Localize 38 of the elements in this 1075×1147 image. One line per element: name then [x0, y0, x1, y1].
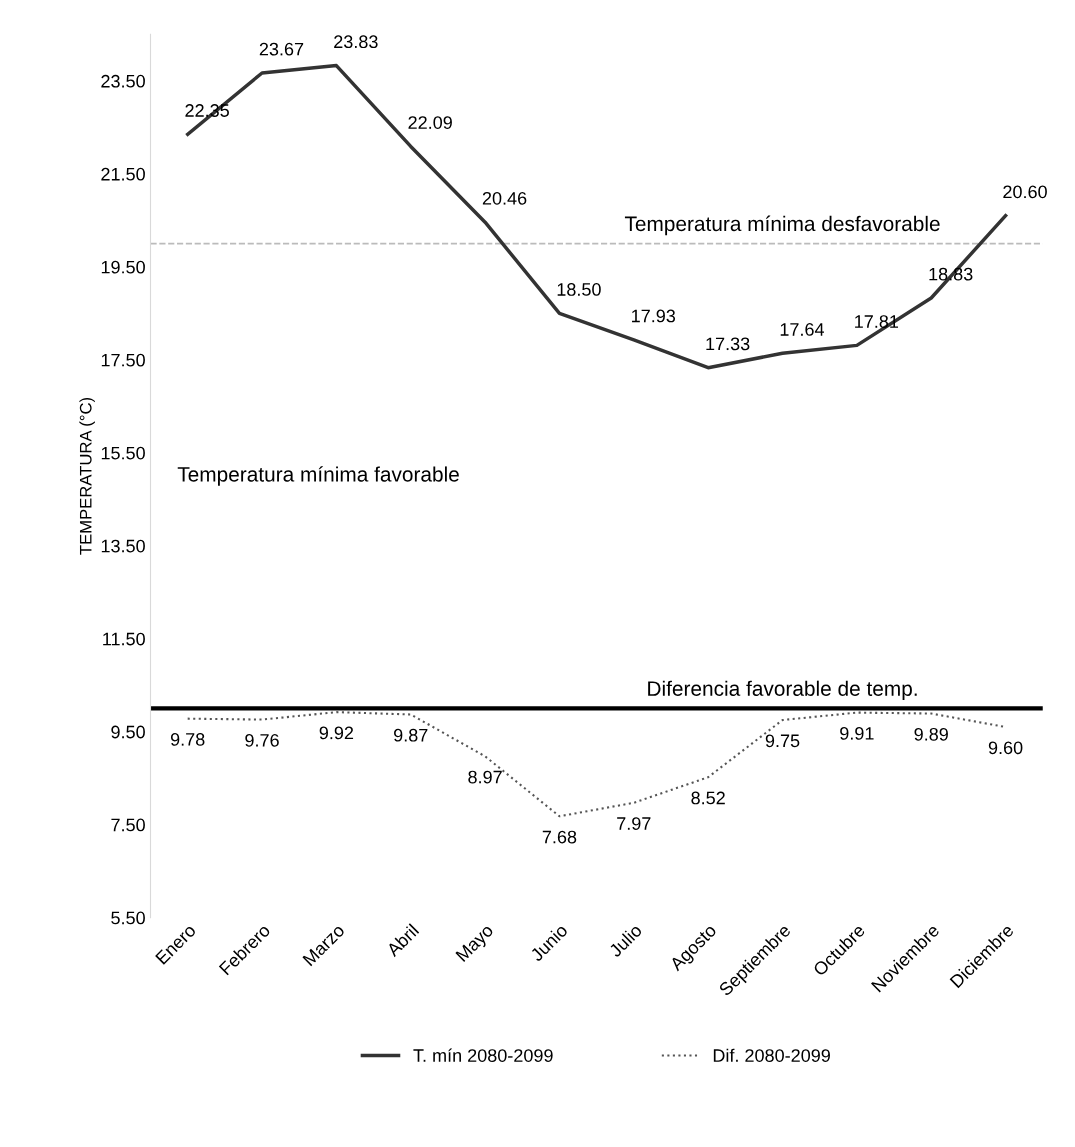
data-label: 8.52 — [691, 791, 725, 805]
data-label: 9.92 — [319, 726, 354, 740]
legend-label: T. mín 2080-2099 — [413, 1048, 553, 1062]
data-label: 9.87 — [394, 728, 428, 742]
data-label: 9.76 — [245, 733, 279, 747]
data-label: 8.97 — [468, 770, 502, 784]
data-label: 7.97 — [617, 817, 651, 830]
data-label: 17.64 — [780, 323, 825, 336]
data-label: 22.09 — [408, 116, 452, 129]
y-tick-label: 15.50 — [101, 446, 145, 460]
y-tick-label: 11.50 — [103, 632, 145, 646]
data-label: 18.50 — [557, 283, 601, 296]
ref-line-label: Diferencia favorable de temp. — [648, 680, 917, 701]
y-tick-label: 17.50 — [101, 353, 145, 367]
y-tick-label: 19.50 — [101, 260, 145, 274]
y-tick-label: 13.50 — [101, 539, 145, 553]
data-label: 23.83 — [334, 35, 378, 49]
ref-line-label: Temperatura mínima desfavorable — [624, 215, 940, 236]
y-tick-label: 7.50 — [111, 818, 145, 832]
annotation: Temperatura mínima favorable — [177, 466, 459, 486]
y-tick-label: 23.50 — [101, 74, 145, 88]
y-tick-label: 5.50 — [111, 911, 145, 925]
y-tick-label: 9.50 — [111, 725, 145, 739]
data-label: 23.67 — [259, 42, 304, 56]
data-label: 7.68 — [542, 830, 577, 844]
data-label: 20.60 — [1003, 185, 1047, 199]
data-label: 9.75 — [765, 734, 800, 748]
y-axis-title: TEMPERATURA (°C) — [79, 397, 95, 555]
x-tick-label: Julio — [607, 923, 643, 958]
y-tick-label: 21.50 — [101, 167, 145, 181]
data-label: 9.89 — [914, 727, 948, 741]
data-label: 20.46 — [482, 191, 527, 205]
data-label: 17.33 — [706, 337, 750, 351]
legend-label: Dif. 2080-2099 — [713, 1048, 830, 1062]
data-label: 9.91 — [840, 726, 874, 740]
data-label: 17.93 — [632, 309, 676, 323]
data-label: 9.78 — [170, 733, 205, 746]
data-label: 9.60 — [988, 741, 1023, 755]
